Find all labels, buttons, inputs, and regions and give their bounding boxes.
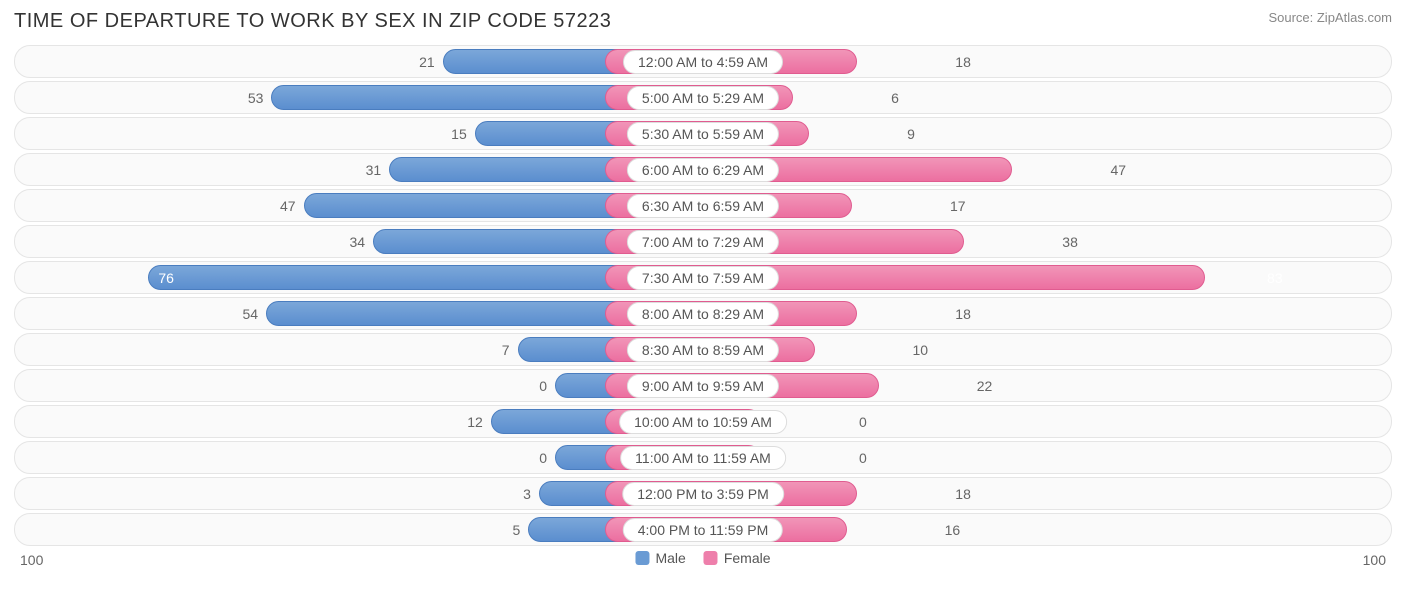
chart-row: 12:00 PM to 3:59 PM 3 18 xyxy=(14,477,1392,510)
chart-row: 5:00 AM to 5:29 AM 53 6 xyxy=(14,81,1392,114)
male-value: 54 xyxy=(243,306,259,322)
chart-row: 4:00 PM to 11:59 PM 5 16 xyxy=(14,513,1392,546)
female-value: 47 xyxy=(1110,162,1126,178)
legend-female-swatch xyxy=(704,551,718,565)
chart-row: 6:00 AM to 6:29 AM 31 47 xyxy=(14,153,1392,186)
time-range-label: 12:00 PM to 3:59 PM xyxy=(622,482,784,506)
time-range-label: 5:00 AM to 5:29 AM xyxy=(627,86,779,110)
time-range-label: 7:00 AM to 7:29 AM xyxy=(627,230,779,254)
male-value: 21 xyxy=(419,54,435,70)
chart-row: 11:00 AM to 11:59 AM 0 0 xyxy=(14,441,1392,474)
time-range-label: 8:00 AM to 8:29 AM xyxy=(627,302,779,326)
time-range-label: 5:30 AM to 5:59 AM xyxy=(627,122,779,146)
male-value: 47 xyxy=(280,198,296,214)
diverging-bar-chart: 12:00 AM to 4:59 AM 21 18 5:00 AM to 5:29 A… xyxy=(14,45,1392,546)
chart-row: 6:30 AM to 6:59 AM 47 17 xyxy=(14,189,1392,222)
female-value: 10 xyxy=(913,342,929,358)
chart-header: TIME OF DEPARTURE TO WORK BY SEX IN ZIP … xyxy=(14,10,1392,33)
chart-source: Source: ZipAtlas.com xyxy=(1268,10,1392,25)
female-value: 18 xyxy=(955,54,971,70)
time-range-label: 11:00 AM to 11:59 AM xyxy=(620,446,786,470)
time-range-label: 4:00 PM to 11:59 PM xyxy=(623,518,783,542)
legend-male-swatch xyxy=(635,551,649,565)
male-value: 15 xyxy=(451,126,467,142)
chart-row: 7:30 AM to 7:59 AM 76 83 xyxy=(14,261,1392,294)
chart-row: 8:30 AM to 8:59 AM 7 10 xyxy=(14,333,1392,366)
male-value: 3 xyxy=(523,486,531,502)
chart-row: 5:30 AM to 5:59 AM 15 9 xyxy=(14,117,1392,150)
chart-row: 7:00 AM to 7:29 AM 34 38 xyxy=(14,225,1392,258)
male-value: 34 xyxy=(350,234,366,250)
chart-row: 10:00 AM to 10:59 AM 12 0 xyxy=(14,405,1392,438)
male-value: 0 xyxy=(539,378,547,394)
female-value: 9 xyxy=(907,126,915,142)
male-value: 12 xyxy=(467,414,483,430)
legend-male: Male xyxy=(635,550,685,566)
time-range-label: 7:30 AM to 7:59 AM xyxy=(627,266,779,290)
male-value: 76 xyxy=(158,270,174,286)
male-value: 5 xyxy=(512,522,520,538)
axis-max-right: 100 xyxy=(1363,552,1386,568)
female-value: 17 xyxy=(950,198,966,214)
chart-title: TIME OF DEPARTURE TO WORK BY SEX IN ZIP … xyxy=(14,10,611,33)
time-range-label: 10:00 AM to 10:59 AM xyxy=(619,410,787,434)
legend-female: Female xyxy=(704,550,771,566)
male-value: 53 xyxy=(248,90,264,106)
female-value: 22 xyxy=(977,378,993,394)
chart-footer: 100 Male Female 100 xyxy=(14,550,1392,574)
female-value: 16 xyxy=(945,522,961,538)
time-range-label: 6:00 AM to 6:29 AM xyxy=(627,158,779,182)
chart-row: 9:00 AM to 9:59 AM 0 22 xyxy=(14,369,1392,402)
female-value: 0 xyxy=(859,414,867,430)
legend-female-label: Female xyxy=(724,550,771,566)
chart-row: 12:00 AM to 4:59 AM 21 18 xyxy=(14,45,1392,78)
axis-max-left: 100 xyxy=(20,552,43,568)
legend: Male Female xyxy=(635,550,770,566)
male-value: 0 xyxy=(539,450,547,466)
male-value: 7 xyxy=(502,342,510,358)
female-value: 18 xyxy=(955,486,971,502)
chart-row: 8:00 AM to 8:29 AM 54 18 xyxy=(14,297,1392,330)
female-value: 38 xyxy=(1062,234,1078,250)
male-value: 31 xyxy=(366,162,382,178)
time-range-label: 9:00 AM to 9:59 AM xyxy=(627,374,779,398)
time-range-label: 8:30 AM to 8:59 AM xyxy=(627,338,779,362)
female-value: 83 xyxy=(1267,270,1283,286)
female-value: 6 xyxy=(891,90,899,106)
time-range-label: 12:00 AM to 4:59 AM xyxy=(623,50,783,74)
female-value: 0 xyxy=(859,450,867,466)
legend-male-label: Male xyxy=(655,550,685,566)
female-value: 18 xyxy=(955,306,971,322)
time-range-label: 6:30 AM to 6:59 AM xyxy=(627,194,779,218)
